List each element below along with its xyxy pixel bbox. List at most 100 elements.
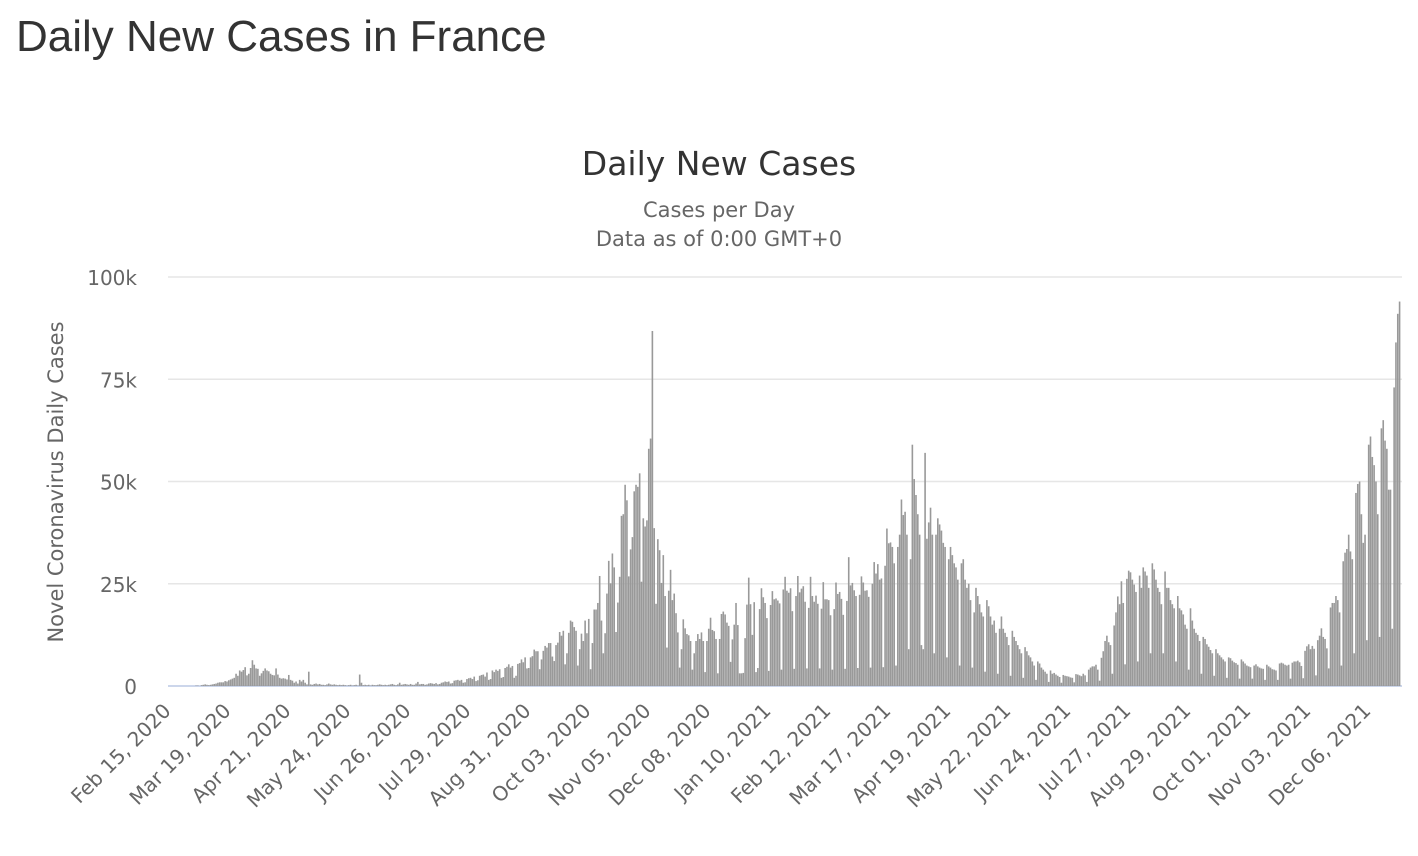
bar[interactable] (209, 684, 212, 686)
bar[interactable] (726, 622, 728, 686)
bar[interactable] (867, 596, 870, 686)
bar[interactable] (1091, 666, 1094, 686)
bar[interactable] (206, 684, 208, 686)
bar[interactable] (1075, 674, 1077, 686)
bar[interactable] (533, 649, 536, 686)
bar[interactable] (1126, 578, 1128, 686)
bar[interactable] (295, 681, 297, 686)
bar[interactable] (480, 674, 483, 686)
bar[interactable] (780, 669, 783, 686)
bar[interactable] (1131, 579, 1134, 686)
bar[interactable] (935, 534, 937, 686)
bar[interactable] (477, 680, 479, 686)
bar[interactable] (520, 659, 523, 686)
bar[interactable] (413, 684, 416, 686)
bar[interactable] (909, 559, 912, 686)
bar[interactable] (282, 678, 285, 686)
bar[interactable] (1135, 591, 1137, 686)
bar[interactable] (627, 576, 630, 686)
bar[interactable] (1113, 625, 1115, 686)
bar[interactable] (664, 596, 666, 686)
bar[interactable] (1344, 552, 1346, 686)
bar[interactable] (991, 624, 994, 686)
bar[interactable] (215, 683, 217, 686)
bar[interactable] (1380, 428, 1383, 686)
bar[interactable] (884, 565, 886, 686)
bar[interactable] (891, 546, 894, 686)
bar[interactable] (1286, 665, 1288, 686)
bar[interactable] (213, 683, 216, 686)
bar[interactable] (1093, 666, 1095, 686)
bar[interactable] (438, 683, 441, 686)
bar[interactable] (1153, 569, 1155, 686)
bar[interactable] (953, 563, 955, 686)
bar[interactable] (607, 560, 610, 686)
bar[interactable] (338, 684, 341, 686)
bar[interactable] (1200, 673, 1203, 686)
bar[interactable] (793, 668, 795, 686)
bar[interactable] (1057, 675, 1059, 686)
bar[interactable] (713, 631, 715, 686)
bar[interactable] (1296, 660, 1299, 686)
bar[interactable] (1315, 675, 1317, 686)
bar[interactable] (1015, 641, 1017, 686)
bar[interactable] (811, 596, 814, 686)
bar[interactable] (264, 668, 266, 686)
bar[interactable] (218, 682, 221, 686)
bar[interactable] (224, 681, 226, 686)
bar[interactable] (862, 582, 865, 686)
bar[interactable] (1120, 581, 1123, 686)
bar[interactable] (564, 664, 566, 686)
bar[interactable] (613, 567, 616, 686)
bar[interactable] (447, 681, 450, 686)
bar[interactable] (769, 605, 772, 686)
bar[interactable] (911, 444, 914, 686)
bar[interactable] (1362, 542, 1365, 686)
bar[interactable] (907, 649, 910, 686)
bar[interactable] (269, 673, 272, 686)
bar[interactable] (340, 685, 343, 686)
bar[interactable] (718, 638, 721, 686)
bar[interactable] (746, 604, 748, 686)
bar[interactable] (1162, 653, 1165, 686)
bar[interactable] (1140, 587, 1143, 686)
bar[interactable] (787, 592, 790, 686)
bar[interactable] (1049, 670, 1052, 686)
bar[interactable] (806, 668, 808, 686)
bar[interactable] (871, 583, 874, 686)
bar[interactable] (518, 663, 521, 686)
bar[interactable] (415, 683, 417, 686)
bar[interactable] (807, 607, 810, 686)
bar[interactable] (813, 601, 815, 686)
bar[interactable] (1391, 628, 1394, 686)
bar[interactable] (1387, 489, 1390, 686)
bar[interactable] (1102, 651, 1105, 686)
bar[interactable] (917, 514, 919, 686)
bar[interactable] (567, 632, 570, 686)
bar[interactable] (486, 672, 488, 686)
bar[interactable] (1129, 572, 1132, 686)
bar[interactable] (764, 602, 766, 686)
bar[interactable] (858, 594, 861, 686)
bar[interactable] (842, 614, 845, 686)
bar[interactable] (702, 641, 705, 686)
bar[interactable] (1240, 659, 1243, 686)
bar[interactable] (980, 612, 983, 686)
bar[interactable] (1262, 668, 1265, 686)
bar[interactable] (1340, 665, 1343, 686)
bar[interactable] (675, 613, 677, 686)
bar[interactable] (744, 638, 746, 686)
bar[interactable] (720, 614, 723, 686)
bar[interactable] (1144, 571, 1146, 686)
bar[interactable] (1035, 679, 1037, 686)
bar[interactable] (1007, 645, 1010, 686)
bar[interactable] (267, 671, 270, 686)
bar[interactable] (1024, 647, 1026, 686)
bar[interactable] (1360, 514, 1363, 686)
bar[interactable] (1027, 655, 1030, 686)
bar[interactable] (1258, 667, 1261, 686)
bar[interactable] (998, 628, 1001, 686)
bar[interactable] (1351, 559, 1354, 686)
bar[interactable] (542, 650, 545, 686)
bar[interactable] (571, 621, 574, 686)
